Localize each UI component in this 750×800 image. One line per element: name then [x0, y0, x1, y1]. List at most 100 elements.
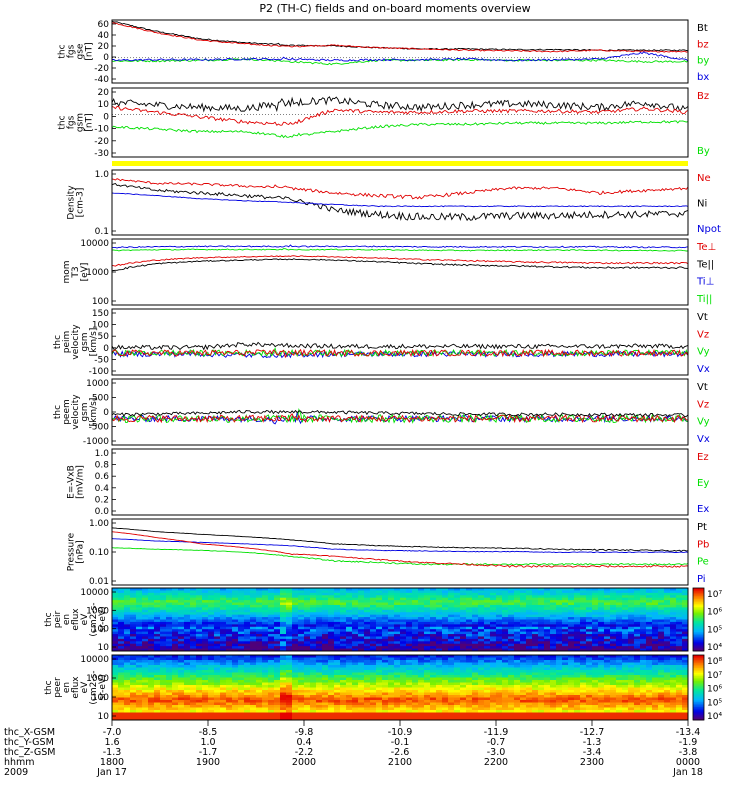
- heat-cell: [430, 662, 437, 666]
- heat-cell: [328, 588, 335, 591]
- heat-cell: [232, 590, 239, 594]
- heat-cell: [190, 643, 197, 647]
- heat-cell: [256, 641, 263, 645]
- heat-cell: [424, 648, 431, 652]
- heat-cell: [172, 700, 179, 703]
- heat-cell: [502, 717, 509, 721]
- heat-cell: [580, 717, 587, 721]
- heat-cell: [412, 667, 419, 671]
- heat-cell: [532, 655, 539, 658]
- heat-cell: [298, 667, 305, 671]
- heat-cell: [166, 636, 173, 640]
- heat-cell: [586, 624, 593, 628]
- heat-cell: [490, 685, 497, 688]
- heat-cell: [436, 600, 443, 603]
- heat-cell: [388, 595, 395, 599]
- heat-cell: [142, 643, 149, 647]
- heat-cell: [286, 715, 293, 718]
- heat-cell: [130, 717, 137, 721]
- heat-cell: [316, 710, 323, 713]
- heat-cell: [472, 675, 479, 678]
- heat-cell: [190, 619, 197, 623]
- heat-cell: [682, 641, 689, 645]
- heat-cell: [562, 621, 569, 625]
- heat-cell: [184, 648, 191, 652]
- heat-cell: [262, 682, 269, 686]
- heat-cell: [208, 612, 215, 616]
- heat-cell: [298, 695, 305, 698]
- heat-cell: [262, 597, 269, 601]
- heat-cell: [172, 687, 179, 691]
- heat-cell: [322, 700, 329, 703]
- heat-cell: [508, 677, 515, 681]
- heat-cell: [544, 617, 551, 620]
- heat-cell: [262, 612, 269, 616]
- heat-cell: [310, 707, 317, 711]
- heat-cell: [334, 614, 341, 618]
- heat-cell: [256, 607, 263, 611]
- heat-cell: [280, 707, 287, 711]
- heat-cell: [262, 631, 269, 635]
- y-axis-label: T3: [71, 266, 81, 278]
- heat-cell: [490, 712, 497, 716]
- heat-cell: [316, 614, 323, 618]
- heat-cell: [232, 643, 239, 647]
- heat-cell: [628, 595, 635, 599]
- heat-cell: [220, 690, 227, 693]
- heat-cell: [148, 590, 155, 594]
- heat-cell: [304, 710, 311, 713]
- heat-cell: [526, 702, 533, 706]
- heat-cell: [292, 717, 299, 721]
- heat-cell: [466, 667, 473, 671]
- heat-cell: [550, 705, 557, 708]
- heat-cell: [334, 702, 341, 706]
- heat-cell: [556, 648, 563, 652]
- heat-cell: [664, 634, 671, 637]
- heat-cell: [490, 705, 497, 708]
- heat-cell: [244, 715, 251, 718]
- heat-cell: [580, 614, 587, 618]
- heat-cell: [568, 675, 575, 678]
- heat-cell: [160, 588, 167, 591]
- heat-cell: [322, 614, 329, 618]
- colorbar-step: [693, 638, 704, 641]
- heat-cell: [298, 638, 305, 642]
- heat-cell: [652, 614, 659, 618]
- heat-cell: [580, 680, 587, 683]
- heat-cell: [454, 677, 461, 681]
- heat-cell: [334, 692, 341, 696]
- heat-cell: [268, 712, 275, 716]
- heat-cell: [436, 624, 443, 628]
- heat-cell: [496, 702, 503, 706]
- heat-cell: [670, 624, 677, 628]
- heat-cell: [304, 592, 311, 596]
- heat-cell: [490, 682, 497, 686]
- heat-cell: [520, 604, 527, 608]
- heat-cell: [496, 626, 503, 630]
- heat-cell: [454, 595, 461, 599]
- heat-cell: [148, 643, 155, 647]
- heat-cell: [454, 665, 461, 668]
- heat-cell: [496, 588, 503, 591]
- heat-cell: [136, 660, 143, 663]
- heat-cell: [256, 609, 263, 613]
- heat-cell: [208, 687, 215, 691]
- heat-cell: [400, 685, 407, 688]
- heat-cell: [556, 600, 563, 603]
- heat-cell: [274, 657, 281, 661]
- heat-cell: [148, 672, 155, 676]
- heat-cell: [448, 685, 455, 688]
- heat-cell: [316, 655, 323, 658]
- heat-cell: [646, 624, 653, 628]
- heat-cell: [208, 602, 215, 606]
- heat-cell: [190, 590, 197, 594]
- heat-cell: [196, 677, 203, 681]
- heat-cell: [166, 602, 173, 606]
- colorbar-step: [693, 646, 704, 649]
- heat-cell: [364, 626, 371, 630]
- heat-cell: [580, 705, 587, 708]
- heat-cell: [538, 592, 545, 596]
- heat-cell: [280, 690, 287, 693]
- heat-cell: [316, 588, 323, 591]
- y-tick-label: 0: [103, 53, 109, 63]
